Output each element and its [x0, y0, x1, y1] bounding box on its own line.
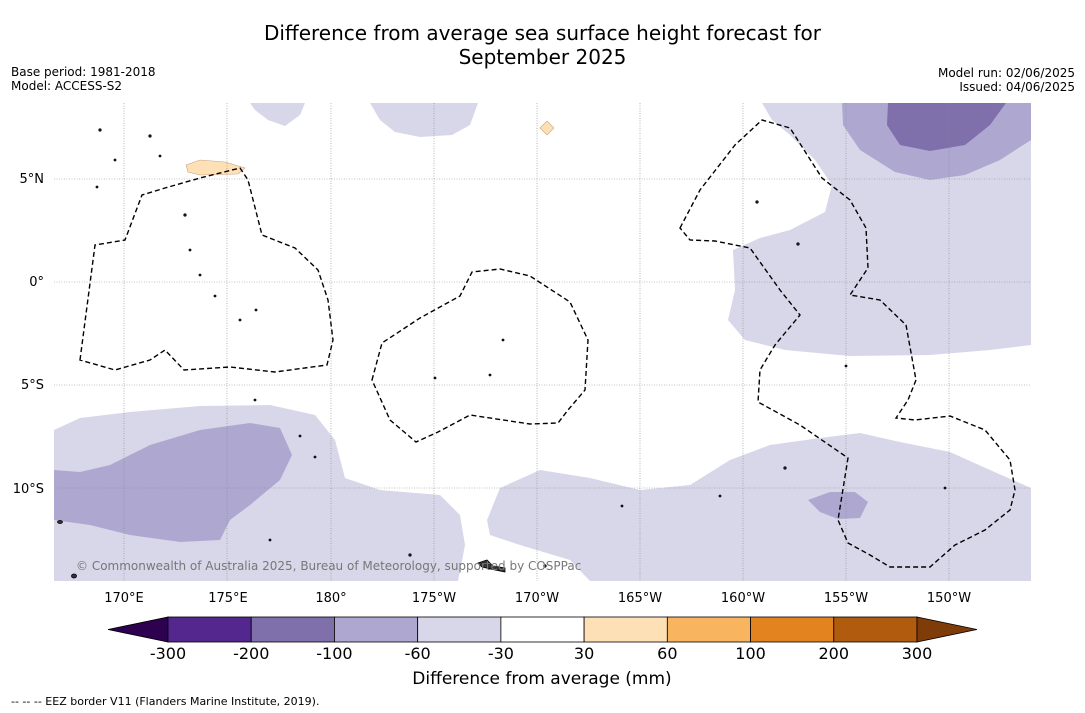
lon-label: 150°W — [927, 591, 971, 606]
page-title: Difference from average sea surface heig… — [0, 21, 1085, 69]
lon-label: 180° — [315, 591, 346, 606]
colorbar-over-triangle — [916, 616, 978, 643]
colorbar-tick-label: 60 — [657, 644, 677, 663]
graticule — [54, 103, 1031, 581]
lon-label: 170°E — [104, 591, 144, 606]
colorbar-tick-label: -100 — [316, 644, 352, 663]
latitude-labels: 5°N 0° 5°S 10°S — [13, 172, 44, 497]
eez-footnote: -- -- -- EEZ border V11 (Flanders Marine… — [11, 695, 320, 708]
lon-label: 175°E — [208, 591, 248, 606]
colorbar-segment — [417, 616, 502, 643]
colorbar-tick-label: 300 — [902, 644, 933, 663]
colorbar-tick-label: -30 — [488, 644, 514, 663]
meta-left: Base period: 1981-2018 Model: ACCESS-S2 — [11, 65, 156, 93]
lat-label: 0° — [29, 275, 44, 290]
issued-date: Issued: 04/06/2025 — [959, 80, 1075, 94]
colorbar-segment — [583, 616, 668, 643]
colorbar-tick-label: -200 — [233, 644, 269, 663]
lon-label: 160°W — [721, 591, 765, 606]
lat-label: 5°N — [20, 172, 45, 187]
eez-borders — [79, 119, 1016, 568]
colorbar-label: Difference from average (mm) — [412, 669, 671, 689]
longitude-labels: 170°E 175°E 180° 175°W 170°W 165°W 160°W… — [104, 591, 971, 606]
colorbar-under-triangle — [107, 616, 169, 643]
colorbar-tick-label: 100 — [735, 644, 766, 663]
meta-right: Model run: 02/06/2025 Issued: 04/06/2025 — [938, 66, 1075, 94]
lon-label: 155°W — [824, 591, 868, 606]
colorbar-tick-label: -60 — [405, 644, 431, 663]
colorbar-tick-label: 30 — [574, 644, 594, 663]
colorbar-segment — [167, 616, 252, 643]
islands — [57, 128, 947, 579]
copyright-notice: © Commonwealth of Australia 2025, Bureau… — [76, 559, 581, 573]
colorbar-tick-label: 200 — [819, 644, 850, 663]
map-area — [54, 103, 1031, 581]
lon-label: 175°W — [412, 591, 456, 606]
title-line-1: Difference from average sea surface heig… — [263, 21, 822, 45]
colorbar-segment — [500, 616, 585, 643]
colorbar-segment — [833, 616, 918, 643]
base-period: Base period: 1981-2018 — [11, 65, 156, 79]
model-run: Model run: 02/06/2025 — [937, 66, 1075, 80]
lon-label: 170°W — [515, 591, 559, 606]
model-name: Model: ACCESS-S2 — [11, 79, 123, 93]
colorbar: -300 -200 -100 -60 -30 30 60 100 200 300 — [107, 616, 978, 663]
anomaly-dark-lavender-region — [887, 103, 1006, 151]
colorbar-segment — [250, 616, 335, 643]
lon-label: 165°W — [618, 591, 662, 606]
colorbar-tick-label: -300 — [150, 644, 186, 663]
lat-label: 10°S — [13, 482, 44, 497]
title-line-2: September 2025 — [458, 45, 627, 69]
colorbar-segment — [666, 616, 751, 643]
lat-label: 5°S — [21, 378, 44, 393]
colorbar-segment — [334, 616, 419, 643]
colorbar-segment — [750, 616, 835, 643]
